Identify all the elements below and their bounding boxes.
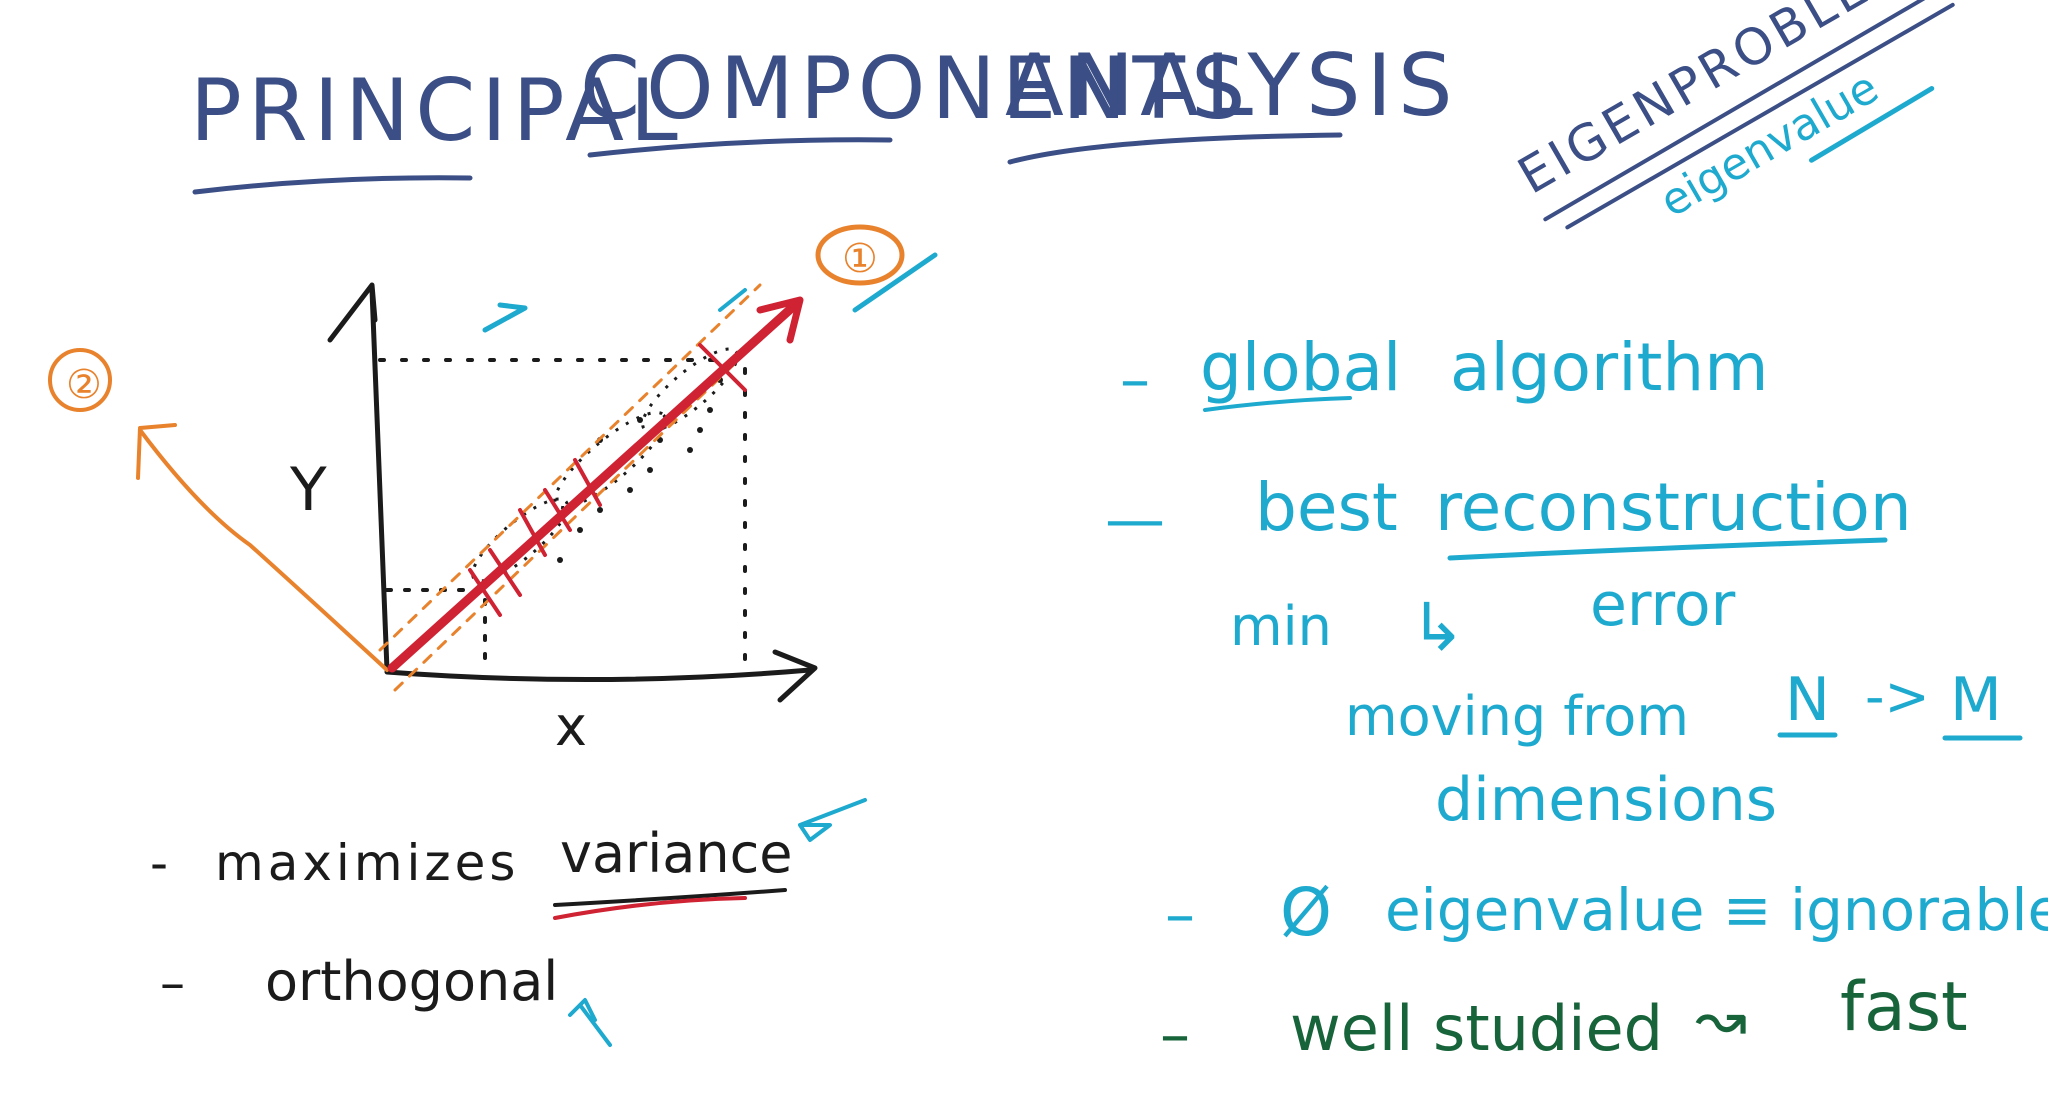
item3-zero: Ø — [1280, 874, 1332, 951]
pc2-label: ② — [66, 362, 102, 408]
item4-fast: fast — [1840, 968, 1968, 1047]
global-underline — [1203, 396, 1352, 412]
item1-global: global — [1200, 329, 1401, 406]
orthogonal-blue-arrow — [568, 998, 612, 1047]
item2-n: N — [1785, 665, 1830, 735]
title-underline-1 — [192, 175, 473, 195]
item2-dash: — — [1105, 485, 1165, 555]
note-orthogonal: orthogonal — [265, 950, 558, 1013]
title-underline-2 — [587, 137, 893, 158]
variance-underline-red — [553, 896, 747, 920]
item2-m: M — [1950, 665, 2002, 735]
item3-dash: – — [1165, 880, 1195, 950]
item4-dash: – — [1160, 1000, 1190, 1070]
pc2-label-circle — [48, 348, 112, 412]
note-maximizes-dash: - — [150, 834, 168, 892]
x-axis-arrowhead — [772, 649, 818, 703]
x-axis — [384, 667, 813, 683]
eigenvalue-underline — [1809, 86, 1935, 163]
item1-algorithm: algorithm — [1450, 329, 1769, 406]
eigenproblem-underline-1 — [1543, 0, 1945, 222]
y-axis — [369, 287, 390, 673]
item2-reconstruction: reconstruction — [1435, 469, 1912, 546]
title-word-components: COMPONENTS — [580, 39, 1252, 139]
guide-outer — [378, 358, 747, 672]
right-notes: – global algorithm — best reconstruction… — [1105, 329, 2048, 1070]
title: PRINCIPAL COMPONENTS ANALYSIS — [190, 36, 1459, 195]
reconstruction-underline — [1447, 537, 1888, 561]
blue-mark-2 — [482, 302, 528, 333]
item2-best: best — [1255, 469, 1398, 546]
item4-text: well studied — [1290, 992, 1663, 1065]
note-variance: variance — [560, 822, 792, 885]
item2-dimensions: dimensions — [1435, 765, 1777, 835]
item2-error: error — [1590, 570, 1736, 640]
title-word-principal: PRINCIPAL — [190, 61, 684, 161]
pc1-arrowhead — [756, 296, 804, 344]
pc2-vector — [138, 428, 389, 672]
item1-dash: – — [1120, 345, 1150, 415]
eigenproblem-underline-2 — [1565, 2, 1955, 230]
data-cloud — [471, 347, 739, 583]
pc1-blue-underline — [852, 252, 938, 313]
pc1-vector — [387, 300, 800, 673]
item3-text: eigenvalue ≡ ignorable — [1385, 876, 2048, 944]
pc2-arrowhead — [136, 423, 177, 480]
item2-min-arrow: ↳ — [1410, 589, 1465, 666]
blue-mark-1 — [718, 288, 747, 312]
pca-diagram: x Y ② ① — [48, 224, 938, 758]
item4-arrow: ↝ — [1695, 982, 1747, 1055]
item2-arrow: -> — [1865, 665, 1930, 728]
y-axis-arrowhead — [327, 282, 378, 343]
variance-blue-arrow — [798, 798, 867, 842]
y-axis-label: Y — [289, 455, 327, 525]
left-notes: - maximizes variance – orthogonal — [150, 798, 867, 1047]
pc1-projection-ticks — [468, 343, 747, 617]
note-orthogonal-dash: – — [160, 954, 185, 1012]
pc1-label: ① — [842, 236, 878, 282]
title-underline-3 — [1007, 132, 1343, 165]
item2-moving-from: moving from — [1345, 685, 1689, 748]
pc1-dashed-band-2 — [378, 283, 762, 652]
item2-min: min — [1230, 595, 1332, 658]
x-axis-label: x — [555, 695, 587, 758]
variance-underline-dark — [553, 888, 787, 907]
title-word-analysis: ANALYSIS — [1005, 36, 1459, 136]
note-maximizes: maximizes — [215, 834, 519, 892]
eigenproblem-note: EIGENPROBLEM eigenvalue — [1508, 0, 1955, 230]
pc1-label-circle — [815, 224, 905, 286]
